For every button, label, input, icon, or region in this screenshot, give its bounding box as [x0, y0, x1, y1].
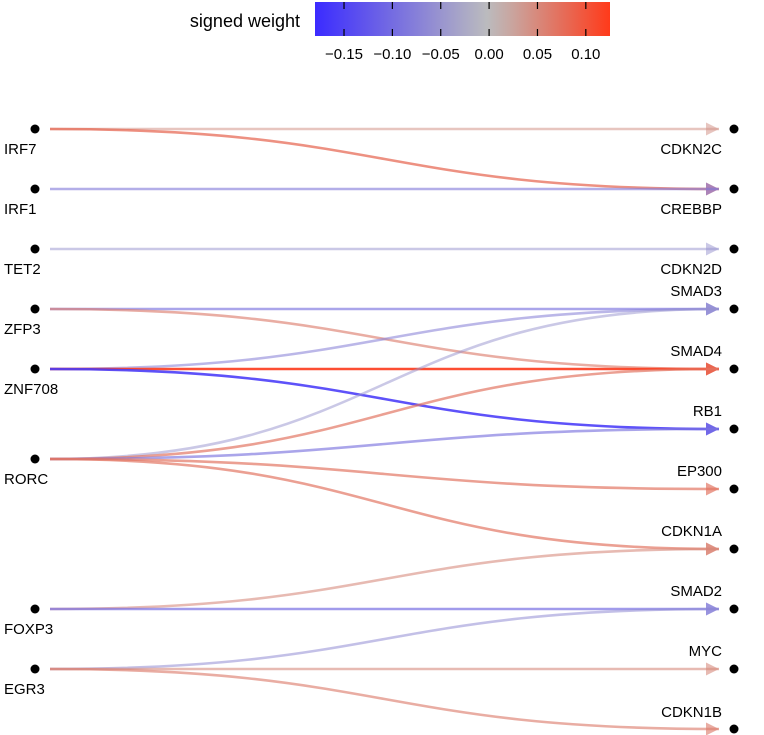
target-node-smad4: [729, 364, 739, 374]
target-node-cdkn1b: [729, 724, 739, 734]
source-node-tet2: [30, 244, 40, 254]
source-node-irf7: [30, 124, 40, 134]
color-legend: signed weight −0.15 −0.10 −0.05 0.00 0.05 0.1…: [190, 2, 610, 63]
target-node-cdkn2d: [729, 244, 739, 254]
target-label-cdkn1b: CDKN1B: [661, 704, 722, 721]
target-label-myc: MYC: [689, 643, 723, 660]
legend-tick-label: 0.00: [474, 46, 503, 63]
edges: [49, 122, 720, 735]
source-label-zfp3: ZFP3: [4, 321, 41, 338]
target-label-cdkn2c: CDKN2C: [660, 141, 722, 158]
source-label-rorc: RORC: [4, 471, 48, 488]
source-node-egr3: [30, 664, 40, 674]
source-node-irf1: [30, 184, 40, 194]
edge-irf7-to-crebbp: [49, 127, 720, 196]
source-node-znf708: [30, 364, 40, 374]
source-label-irf7: IRF7: [4, 141, 37, 158]
edge-foxp3-to-cdkn1a: [49, 542, 720, 611]
target-label-smad2: SMAD2: [670, 583, 722, 600]
nodes: IRF7 IRF1 TET2 ZFP3 ZNF708 RORC FOXP3 EGR3 CDKN2…: [4, 124, 739, 734]
edge-rorc-to-cdkn1a: [49, 457, 720, 556]
target-node-rb1: [729, 424, 739, 434]
legend-tick-label: −0.10: [373, 46, 411, 63]
legend-title: signed weight: [190, 11, 300, 31]
target-label-ep300: EP300: [677, 463, 722, 480]
edge-rorc-to-rb1: [49, 422, 720, 461]
legend-tick-label: 0.10: [571, 46, 600, 63]
source-label-foxp3: FOXP3: [4, 621, 53, 638]
target-node-cdkn2c: [729, 124, 739, 134]
target-node-smad3: [729, 304, 739, 314]
source-label-znf708: ZNF708: [4, 381, 58, 398]
target-node-myc: [729, 664, 739, 674]
legend-tick-label: −0.15: [325, 46, 363, 63]
source-node-foxp3: [30, 604, 40, 614]
target-node-crebbp: [729, 184, 739, 194]
edge-egr3-to-cdkn1b: [49, 667, 720, 735]
edge-znf708-to-rb1: [49, 367, 720, 436]
source-node-rorc: [30, 454, 40, 464]
edge-rorc-to-smad4: [49, 362, 720, 461]
edge-rorc-to-smad3: [49, 302, 720, 461]
source-label-egr3: EGR3: [4, 681, 45, 698]
source-label-tet2: TET2: [4, 261, 41, 278]
target-label-cdkn2d: CDKN2D: [660, 261, 722, 278]
target-label-smad4: SMAD4: [670, 343, 722, 360]
source-label-irf1: IRF1: [4, 201, 37, 218]
edge-egr3-to-smad2: [49, 602, 720, 671]
target-label-rb1: RB1: [693, 403, 722, 420]
legend-color-bar: [315, 2, 610, 36]
target-label-cdkn1a: CDKN1A: [661, 523, 722, 540]
source-node-zfp3: [30, 304, 40, 314]
target-node-ep300: [729, 484, 739, 494]
target-node-smad2: [729, 604, 739, 614]
target-label-smad3: SMAD3: [670, 283, 722, 300]
target-node-cdkn1a: [729, 544, 739, 554]
edge-rorc-to-ep300: [49, 457, 720, 496]
legend-tick-label: 0.05: [523, 46, 552, 63]
target-label-crebbp: CREBBP: [660, 201, 722, 218]
legend-tick-label: −0.05: [422, 46, 460, 63]
edge-znf708-to-smad3: [49, 302, 720, 371]
